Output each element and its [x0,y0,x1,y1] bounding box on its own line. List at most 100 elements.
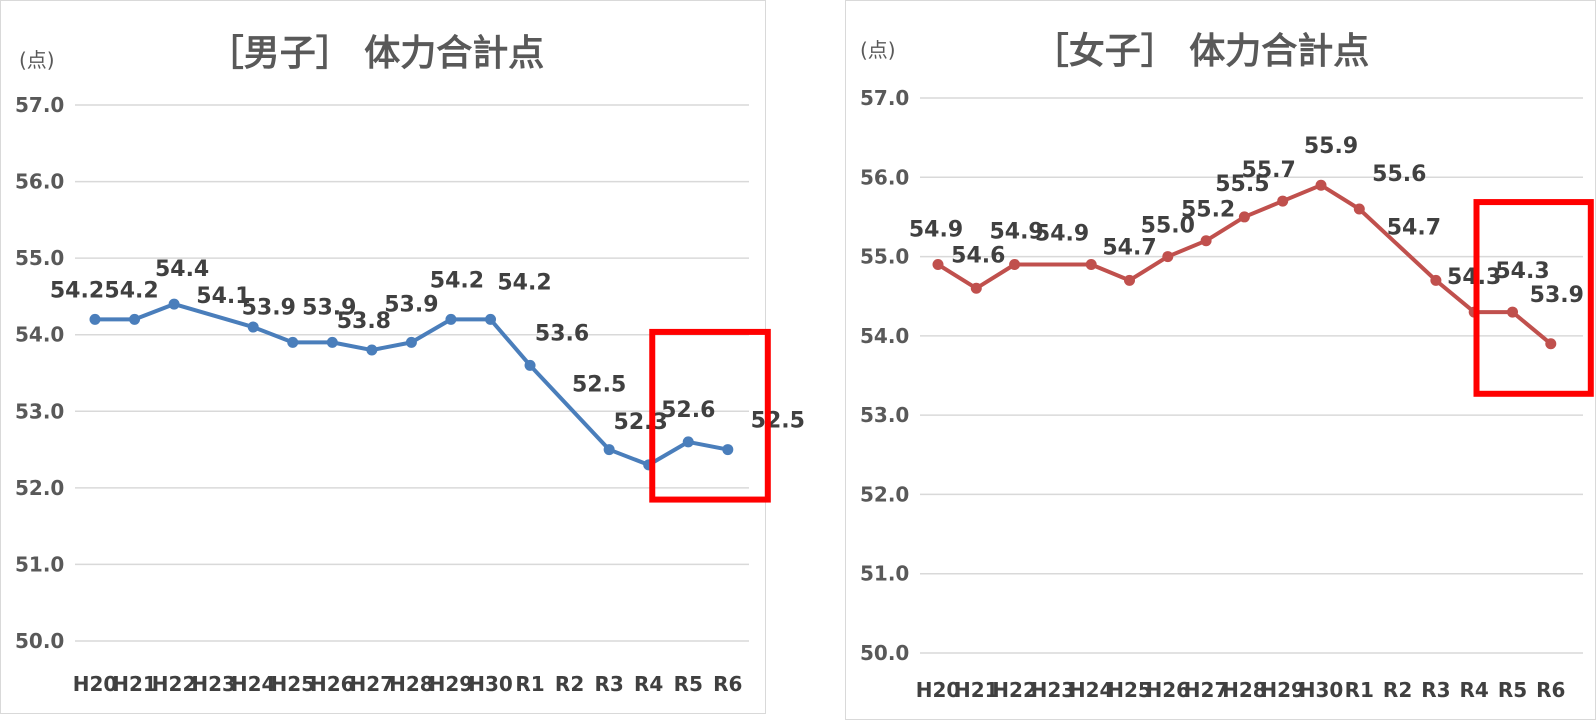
male-data-label: 52.6 [661,398,715,423]
male-x-tick-label: H30 [468,672,513,696]
male-highlight-box [649,328,771,503]
male-data-label: 53.6 [535,321,589,346]
male-chart-title: ［男子］ 体力合計点 [208,33,545,74]
female-data-point [1162,251,1174,263]
male-y-tick-label: 51.0 [15,552,64,576]
male-x-tick-label: H29 [429,672,474,696]
female-x-tick-label: H29 [1260,678,1305,702]
female-data-label: 55.7 [1242,158,1296,183]
female-highlight-box [1473,199,1594,397]
male-data-point [326,336,338,348]
male-data-label: 52.3 [614,410,668,435]
male-data-point [168,298,180,310]
female-data-point [1085,259,1097,270]
female-y-tick-label: 55.0 [860,245,909,269]
male-x-tick-label: R2 [555,672,584,696]
male-data-label: 54.4 [155,257,209,282]
female-x-tick-label: H23 [1031,678,1076,702]
female-y-tick-label: 54.0 [860,324,909,348]
female-x-tick-label: R6 [1536,678,1565,702]
female-x-tick-label: H24 [1069,678,1114,702]
male-x-tick-label: H25 [270,672,315,696]
female-data-label: 55.2 [1181,198,1235,223]
female-x-tick-label: H30 [1299,678,1344,702]
male-data-label: 53.9 [384,292,438,317]
female-data-label: 54.7 [1102,235,1156,260]
female-x-tick-label: H26 [1146,678,1191,702]
female-chart-panel: (点) ［女子］ 体力合計点 50.0 51.0 52.0 53.0 54.0 55.0 5… [845,0,1596,720]
female-y-tick-label: 51.0 [860,562,909,586]
male-data-point [603,444,615,456]
female-data-label: 54.9 [989,220,1043,245]
male-data-point [89,313,101,325]
female-data-point [970,282,982,294]
male-data-point [247,321,259,333]
male-data-label: 54.2 [497,270,551,295]
male-x-tick-label: R6 [713,672,742,696]
female-x-tick-label: R2 [1383,678,1412,702]
male-data-point [524,359,536,371]
female-data-point [1200,235,1212,247]
male-data-point [485,313,496,325]
male-data-label: 53.9 [302,295,356,320]
female-x-tick-label: H28 [1222,678,1267,702]
male-data-label: 54.1 [196,284,250,309]
female-y-tick-label: 56.0 [860,165,909,189]
female-x-tick-label: R4 [1460,678,1489,702]
female-data-point [1430,274,1442,286]
female-y-tick-label: 53.0 [860,403,909,427]
female-x-tick-label: R3 [1421,678,1450,702]
female-y-tick-label: 50.0 [860,641,909,665]
male-x-tick-label: H26 [310,672,355,696]
female-data-point [1315,179,1327,191]
male-data-point [445,313,457,325]
male-y-tick-label: 52.0 [15,476,64,500]
female-x-tick-label: R5 [1498,678,1527,702]
male-x-tick-label: R5 [674,672,703,696]
female-unit-label: (点) [860,38,896,62]
male-data-label: 52.5 [572,373,626,398]
female-data-label: 54.9 [909,218,963,243]
male-data-label: 54.2 [50,278,104,303]
male-data-label: 52.5 [751,409,805,434]
female-x-tick-label: H25 [1107,678,1152,702]
male-data-point [129,313,141,325]
male-data-label: 53.9 [242,295,296,320]
female-data-point [1238,211,1250,223]
female-data-label: 54.6 [951,243,1005,268]
female-data-point [1507,306,1518,318]
female-data-label: 55.5 [1215,172,1269,197]
male-x-tick-label: H23 [191,672,236,696]
male-data-label: 53.8 [337,309,391,334]
male-chart-panel: (点) ［男子］ 体力合計点 50.0 51.0 52.0 53.0 54.0 55.0 5… [0,0,805,714]
female-line-chart: (点) ［女子］ 体力合計点 50.051.052.053.054.055.05… [860,31,1594,702]
male-x-tick-label: R1 [515,672,544,696]
female-data-label: 55.0 [1141,214,1195,239]
male-data-point [287,336,299,348]
female-data-label: 54.9 [1035,222,1089,247]
female-data-point [932,259,944,270]
female-data-label: 55.9 [1304,134,1358,159]
female-data-point [1124,274,1135,286]
female-y-tick-label: 57.0 [860,86,909,110]
male-x-tick-label: H28 [389,672,434,696]
male-y-tick-label: 56.0 [15,170,64,194]
female-chart-title: ［女子］ 体力合計点 [1033,31,1370,72]
female-data-label: 55.6 [1372,162,1426,187]
female-data-point [1009,259,1021,270]
male-data-point [366,344,378,356]
male-y-tick-label: 54.0 [15,323,64,347]
male-x-tick-label: H24 [231,672,276,696]
male-x-tick-label: H22 [152,672,197,696]
female-data-label: 54.7 [1387,215,1441,240]
female-x-tick-label: H21 [954,678,999,702]
female-data-point [1277,195,1289,207]
male-x-tick-label: H27 [350,672,395,696]
female-x-tick-label: H20 [916,678,961,702]
female-x-tick-label: R1 [1345,678,1374,702]
male-y-tick-label: 53.0 [15,399,64,423]
female-data-point [1545,338,1557,350]
female-x-tick-label: H22 [992,678,1037,702]
male-data-point [405,336,417,348]
male-series-line [93,302,730,467]
